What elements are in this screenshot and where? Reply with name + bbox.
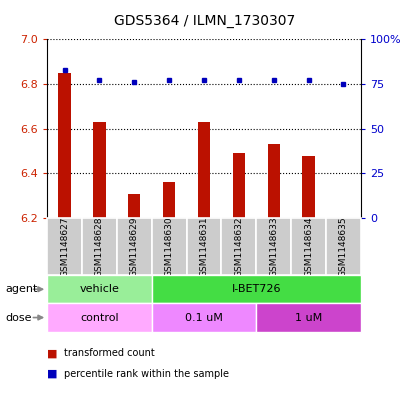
Text: transformed count: transformed count xyxy=(63,348,154,358)
Bar xyxy=(151,218,186,275)
Text: GSM1148635: GSM1148635 xyxy=(338,216,347,277)
Text: percentile rank within the sample: percentile rank within the sample xyxy=(63,369,228,379)
Bar xyxy=(93,122,105,218)
Text: agent: agent xyxy=(5,284,37,294)
Text: I-BET726: I-BET726 xyxy=(231,284,280,294)
Bar xyxy=(302,156,314,218)
Text: GSM1148630: GSM1148630 xyxy=(164,216,173,277)
Bar xyxy=(47,275,151,303)
Bar xyxy=(128,193,140,218)
Bar xyxy=(198,122,209,218)
Text: GSM1148631: GSM1148631 xyxy=(199,216,208,277)
Text: GSM1148634: GSM1148634 xyxy=(303,217,312,277)
Bar xyxy=(58,73,70,218)
Text: 0.1 uM: 0.1 uM xyxy=(184,312,222,323)
Text: GSM1148633: GSM1148633 xyxy=(269,216,277,277)
Text: GSM1148632: GSM1148632 xyxy=(234,217,243,277)
Bar xyxy=(151,303,256,332)
Bar xyxy=(82,218,117,275)
Text: ■: ■ xyxy=(47,369,58,379)
Bar xyxy=(47,218,82,275)
Bar xyxy=(290,218,325,275)
Text: 1 uM: 1 uM xyxy=(294,312,321,323)
Text: GSM1148627: GSM1148627 xyxy=(60,217,69,277)
Bar xyxy=(117,218,151,275)
Text: GSM1148629: GSM1148629 xyxy=(130,217,138,277)
Bar xyxy=(256,303,360,332)
Bar xyxy=(267,144,279,218)
Bar xyxy=(221,218,256,275)
Text: GDS5364 / ILMN_1730307: GDS5364 / ILMN_1730307 xyxy=(114,14,295,28)
Bar xyxy=(163,182,175,218)
Text: control: control xyxy=(80,312,119,323)
Text: vehicle: vehicle xyxy=(79,284,119,294)
Text: ■: ■ xyxy=(47,348,58,358)
Text: dose: dose xyxy=(5,312,31,323)
Bar xyxy=(232,153,244,218)
Text: GSM1148628: GSM1148628 xyxy=(95,217,103,277)
Bar xyxy=(256,218,290,275)
Bar xyxy=(151,275,360,303)
Bar xyxy=(186,218,221,275)
Bar xyxy=(47,303,151,332)
Bar xyxy=(325,218,360,275)
